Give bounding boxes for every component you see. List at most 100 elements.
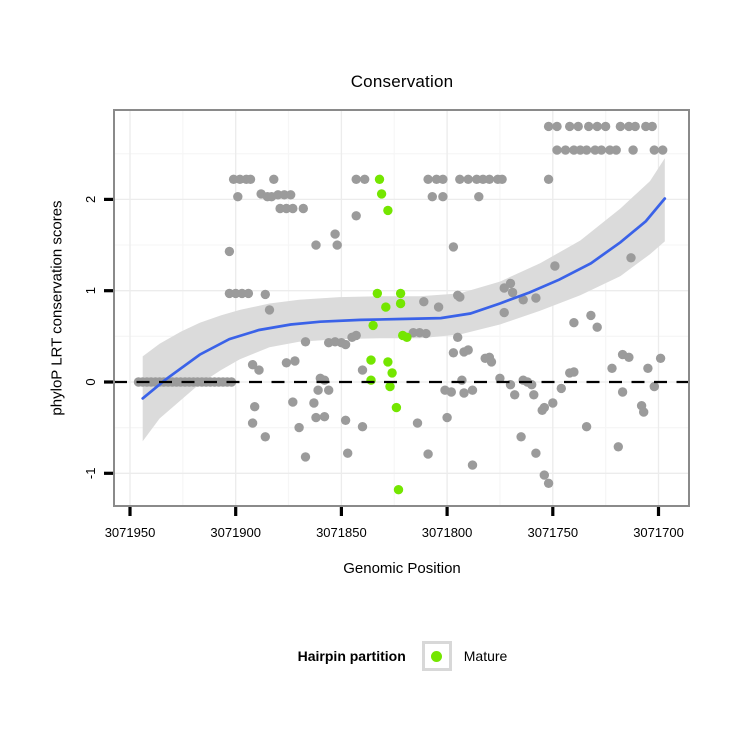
- chart-title: Conservation: [350, 72, 454, 91]
- data-point: [311, 412, 321, 423]
- data-point: [421, 328, 431, 339]
- data-point: [383, 205, 393, 216]
- axis-ticks: 3071950 3071900 3071850 3071800 3071750 30717…: [83, 196, 684, 540]
- data-point: [438, 174, 448, 184]
- data-point: [626, 253, 636, 263]
- data-point: [455, 174, 465, 184]
- data-point: [260, 289, 270, 300]
- data-point: [600, 121, 611, 132]
- data-point: [423, 449, 433, 459]
- data-point: [332, 240, 342, 250]
- legend: Hairpin partition Mature: [55, 641, 750, 671]
- data-point: [539, 402, 549, 413]
- data-point: [374, 174, 385, 184]
- data-point: [340, 415, 351, 425]
- data-point: [474, 192, 484, 202]
- data-point: [467, 385, 478, 395]
- legend-title: Hairpin partition: [297, 648, 406, 664]
- mature-point-icon: [431, 650, 443, 662]
- data-point: [592, 121, 602, 132]
- data-point: [486, 357, 497, 367]
- x-tick-label: 3071850: [316, 525, 367, 540]
- x-tick-label: 3071950: [105, 525, 156, 540]
- data-point: [300, 337, 311, 347]
- data-point: [319, 375, 330, 385]
- confidence-ribbon: [142, 158, 665, 442]
- data-point: [311, 240, 321, 250]
- data-point: [351, 211, 361, 221]
- data-point: [269, 174, 279, 184]
- data-point: [581, 422, 592, 432]
- data-point: [260, 432, 270, 442]
- data-point: [381, 302, 391, 312]
- data-point: [387, 368, 397, 378]
- data-point: [569, 318, 579, 328]
- data-point: [319, 412, 330, 422]
- data-point: [560, 145, 571, 155]
- data-point: [313, 385, 323, 395]
- data-point: [233, 192, 243, 202]
- data-point: [539, 470, 549, 480]
- data-point: [643, 363, 653, 373]
- panel-border: [113, 109, 690, 507]
- data-point: [288, 397, 298, 407]
- data-point: [543, 478, 554, 488]
- data-point: [357, 422, 368, 432]
- data-point: [584, 121, 594, 132]
- data-point: [556, 383, 566, 394]
- legend-item-label: Mature: [463, 648, 508, 664]
- data-point: [330, 229, 340, 239]
- data-point: [455, 292, 465, 302]
- x-axis-label: Genomic Position: [343, 560, 461, 577]
- data-point: [550, 261, 560, 271]
- data-point: [596, 145, 607, 155]
- data-point: [499, 307, 509, 318]
- data-point: [446, 387, 456, 397]
- data-point: [586, 310, 596, 321]
- data-point: [448, 348, 459, 358]
- data-point: [438, 192, 448, 202]
- y-tick-label: -1: [83, 468, 98, 480]
- data-point: [453, 332, 463, 342]
- data-point: [245, 174, 256, 184]
- data-point: [463, 174, 473, 184]
- legend-key-box: [421, 641, 452, 671]
- mature-points: [366, 174, 412, 495]
- y-tick-label: 0: [83, 378, 98, 385]
- data-point: [655, 353, 666, 363]
- data-point: [448, 242, 459, 252]
- data-point: [624, 352, 634, 362]
- data-point: [372, 288, 382, 299]
- data-point: [649, 145, 659, 155]
- data-point: [457, 375, 467, 385]
- data-point: [613, 442, 623, 452]
- data-point: [442, 412, 452, 423]
- data-point: [581, 145, 592, 155]
- data-point: [510, 390, 520, 400]
- data-point: [393, 485, 404, 495]
- x-tick-label: 3071800: [422, 525, 473, 540]
- data-point: [592, 322, 602, 332]
- data-point: [290, 356, 300, 366]
- data-point: [254, 365, 264, 375]
- data-point: [484, 174, 495, 184]
- gray-points: [133, 121, 668, 488]
- data-point: [419, 297, 429, 307]
- data-point: [505, 278, 516, 289]
- data-point: [658, 145, 668, 155]
- data-point: [224, 246, 235, 257]
- data-point: [543, 121, 554, 132]
- data-point: [467, 460, 478, 470]
- x-tick-label: 3071750: [527, 525, 578, 540]
- data-point: [531, 293, 541, 303]
- data-point: [357, 365, 368, 375]
- data-point: [294, 422, 304, 433]
- x-tick-label: 3071700: [633, 525, 684, 540]
- data-point: [518, 295, 528, 305]
- data-point: [427, 192, 437, 202]
- data-point: [343, 448, 353, 458]
- data-point: [402, 332, 412, 342]
- data-point: [324, 385, 334, 395]
- data-point: [552, 121, 562, 132]
